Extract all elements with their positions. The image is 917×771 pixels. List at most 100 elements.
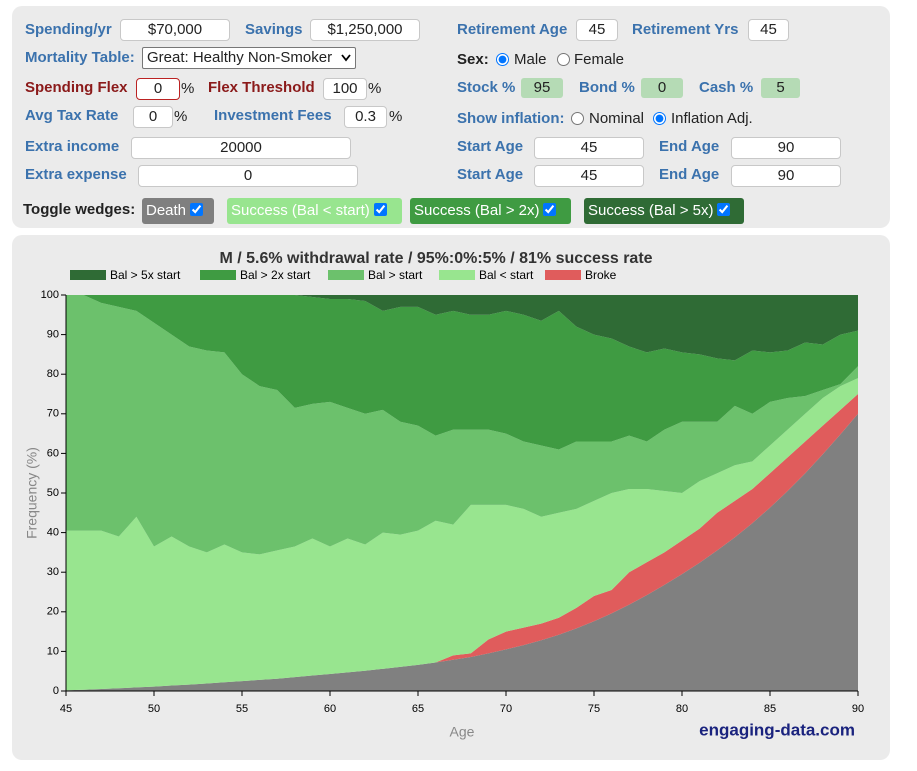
- select[interactable]: Great: Healthy Non-Smoker: [142, 47, 356, 69]
- y-tick-label: 90: [47, 329, 59, 341]
- label: Start Age: [457, 166, 524, 183]
- radio-label: Female: [574, 51, 625, 68]
- radio[interactable]: [557, 53, 570, 66]
- y-tick-label: 100: [41, 289, 59, 301]
- y-tick-label: 20: [47, 606, 59, 618]
- checkbox[interactable]: [543, 203, 557, 216]
- legend-label: Bal > start: [368, 268, 423, 282]
- x-tick-label: 45: [60, 703, 72, 715]
- x-tick-label: 90: [852, 703, 864, 715]
- text-input[interactable]: 20000: [131, 137, 351, 159]
- legend-swatch: [328, 270, 364, 280]
- checkbox[interactable]: [190, 203, 204, 216]
- y-tick-label: 40: [47, 527, 59, 539]
- toggle-button[interactable]: Success (Bal > 2x): [410, 198, 571, 224]
- text-input[interactable]: 45: [576, 19, 618, 41]
- label: Spending Flex: [25, 79, 128, 96]
- chevron: [341, 54, 351, 62]
- radio-label: Male: [514, 51, 547, 68]
- unit: %: [181, 80, 195, 97]
- toggle-button[interactable]: Success (Bal > 5x): [584, 198, 744, 224]
- area: [66, 295, 858, 555]
- legend-label: Bal < start: [479, 268, 534, 282]
- text-input[interactable]: 100: [323, 78, 367, 100]
- radio[interactable]: [653, 112, 666, 125]
- checkbox[interactable]: [717, 203, 731, 216]
- select-value: Great: Healthy Non-Smoker: [147, 49, 333, 66]
- label: Cash %: [699, 79, 754, 96]
- y-tick-label: 50: [47, 487, 59, 499]
- x-tick-label: 55: [236, 703, 248, 715]
- allocation-box[interactable]: 5: [761, 78, 800, 98]
- unit: %: [368, 80, 382, 97]
- x-tick-label: 60: [324, 703, 336, 715]
- label: End Age: [659, 138, 720, 155]
- label: Mortality Table:: [25, 49, 135, 66]
- unit: %: [389, 108, 403, 125]
- y-tick-label: 30: [47, 566, 59, 578]
- unit: %: [174, 108, 188, 125]
- text-input[interactable]: 45: [748, 19, 789, 41]
- text-input[interactable]: 0: [133, 106, 173, 128]
- legend-swatch: [439, 270, 475, 280]
- legend-label: Broke: [585, 268, 617, 282]
- y-tick-label: 80: [47, 368, 59, 380]
- label: Spending/yr: [25, 21, 112, 38]
- allocation-box[interactable]: 0: [641, 78, 683, 98]
- label: Bond %: [579, 79, 635, 96]
- y-axis-label: Frequency (%): [24, 447, 40, 539]
- chart-title: M / 5.6% withdrawal rate / 95%:0%:5% / 8…: [219, 250, 652, 267]
- legend-swatch: [200, 270, 236, 280]
- x-tick-label: 50: [148, 703, 160, 715]
- x-tick-label: 80: [676, 703, 688, 715]
- checkbox[interactable]: [373, 203, 387, 216]
- radio[interactable]: [571, 112, 584, 125]
- label: End Age: [659, 166, 720, 183]
- text-input[interactable]: 90: [731, 137, 841, 159]
- label: Start Age: [457, 138, 524, 155]
- toggle-button[interactable]: Death: [142, 198, 214, 224]
- legend-swatch: [545, 270, 581, 280]
- label: Stock %: [457, 79, 516, 96]
- button-label: Success (Bal < start): [231, 202, 370, 219]
- y-tick-label: 60: [47, 447, 59, 459]
- label: Retirement Yrs: [632, 21, 739, 38]
- label: Avg Tax Rate: [25, 107, 119, 124]
- x-tick-label: 85: [764, 703, 776, 715]
- label: Show inflation:: [457, 110, 565, 127]
- button-label: Success (Bal > 2x): [414, 202, 540, 219]
- text-input[interactable]: 90: [731, 165, 841, 187]
- label: Extra expense: [25, 166, 127, 183]
- footer-link[interactable]: engaging-data.com: [699, 720, 855, 739]
- text-input[interactable]: 45: [534, 137, 644, 159]
- area: [66, 295, 858, 361]
- text-input[interactable]: 0.3: [344, 106, 387, 128]
- toggle-button[interactable]: Success (Bal < start): [227, 198, 402, 224]
- legend-label: Bal > 5x start: [110, 268, 181, 282]
- radio-label: Nominal: [589, 110, 645, 127]
- area: [66, 295, 858, 450]
- text-input[interactable]: 45: [534, 165, 644, 187]
- text-input[interactable]: 0: [136, 78, 180, 100]
- label: Flex Threshold: [208, 79, 315, 96]
- x-tick-label: 70: [500, 703, 512, 715]
- button-label: Success (Bal > 5x): [588, 202, 714, 219]
- area: [66, 413, 858, 691]
- label: Toggle wedges:: [23, 201, 136, 218]
- label: Sex:: [457, 51, 489, 68]
- allocation-box[interactable]: 95: [521, 78, 563, 98]
- x-tick-label: 65: [412, 703, 424, 715]
- button-label: Death: [146, 202, 187, 219]
- text-input[interactable]: 0: [138, 165, 358, 187]
- text-input[interactable]: $1,250,000: [310, 19, 420, 41]
- label: Investment Fees: [214, 107, 332, 124]
- area: [66, 394, 858, 691]
- x-tick-label: 75: [588, 703, 600, 715]
- legend-swatch: [70, 270, 106, 280]
- radio-label: Inflation Adj.: [671, 110, 753, 127]
- text-input[interactable]: $70,000: [120, 19, 230, 41]
- area: [66, 378, 858, 691]
- label: Extra income: [25, 138, 120, 155]
- radio[interactable]: [496, 53, 509, 66]
